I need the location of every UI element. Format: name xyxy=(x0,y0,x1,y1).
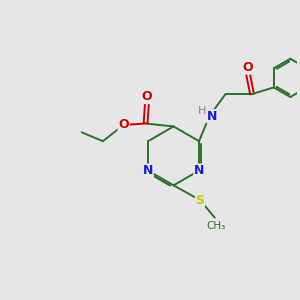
Text: O: O xyxy=(242,61,253,74)
Text: N: N xyxy=(206,110,217,123)
Text: O: O xyxy=(142,91,152,103)
Text: H: H xyxy=(198,106,206,116)
Text: O: O xyxy=(118,118,129,131)
Text: N: N xyxy=(143,164,153,177)
Text: CH₃: CH₃ xyxy=(207,221,226,231)
Text: N: N xyxy=(194,164,204,177)
Text: S: S xyxy=(196,194,205,207)
